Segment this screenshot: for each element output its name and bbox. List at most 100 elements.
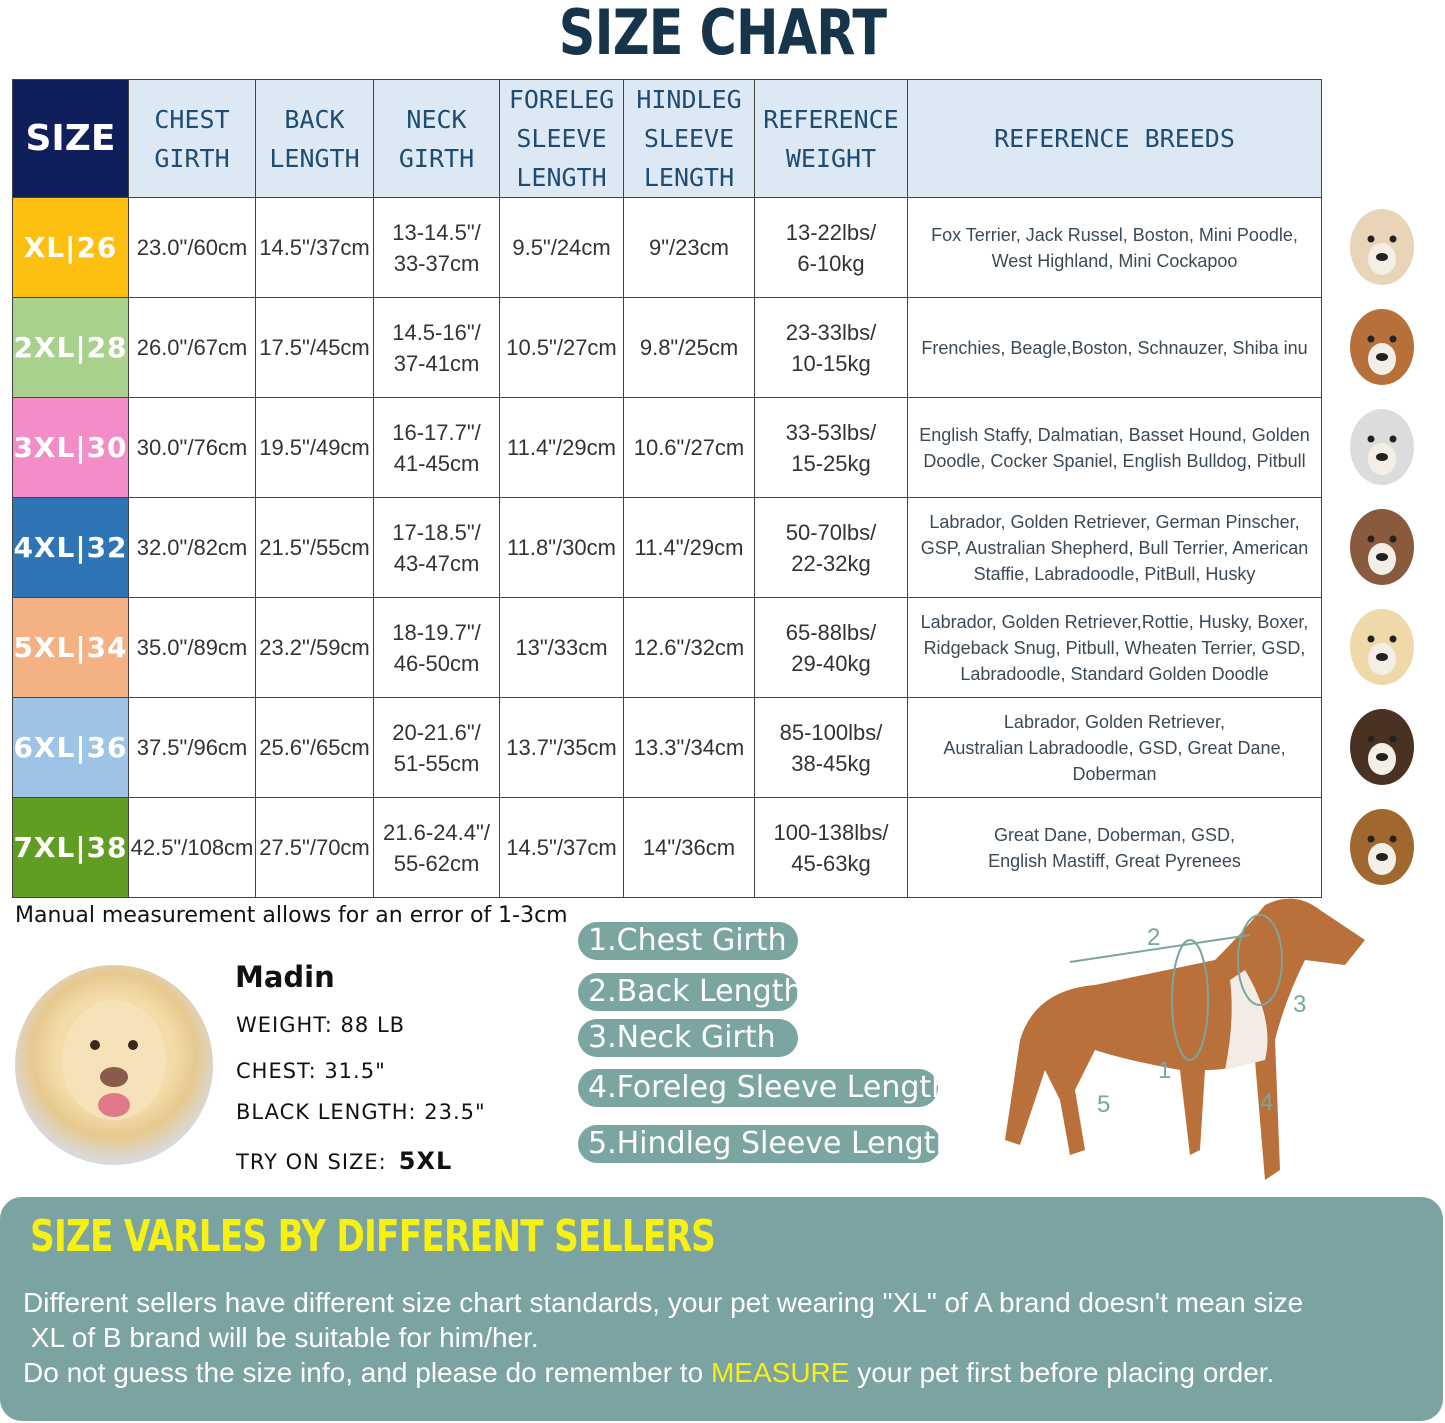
measure-highlight: MEASURE	[710, 1357, 850, 1388]
column-header: SIZE	[12, 79, 129, 198]
try-on-value: 5XL	[398, 1147, 453, 1175]
column-header: HINDLEG SLEEVE LENGTH	[623, 79, 755, 198]
table-row: XL|26 23.0"/60cm 14.5"/37cm 13-14.5"/ 33-37…	[12, 197, 1322, 298]
foreleg-cell: 11.8"/30cm	[499, 497, 624, 598]
example-weight: WEIGHT: 88 LB	[236, 1013, 406, 1037]
back-length-cell: 17.5"/45cm	[255, 297, 374, 398]
foreleg-cell: 13.7"/35cm	[499, 697, 624, 798]
breeds-cell: Labrador, Golden Retriever, German Pinsc…	[907, 497, 1322, 598]
hindleg-cell: 13.3"/34cm	[623, 697, 755, 798]
measurement-back-length: 2.Back Length	[578, 973, 802, 1011]
neck-girth-cell: 14.5-16"/ 37-41cm	[373, 297, 500, 398]
size-cell: 4XL|32	[12, 497, 129, 598]
measurement-diagram-dog: 2 3 1 4 5	[1005, 898, 1365, 1180]
column-header: NECK GIRTH	[373, 79, 500, 198]
table-row: 3XL|30 30.0"/76cm 19.5"/49cm 16-17.7"/ 41-4…	[12, 397, 1322, 498]
neck-girth-cell: 17-18.5"/ 43-47cm	[373, 497, 500, 598]
diagram-label-2: 2	[1147, 924, 1160, 951]
chest-girth-cell: 23.0"/60cm	[128, 197, 256, 298]
breed-dog-photo	[1335, 297, 1429, 391]
measurement-foreleg-sleeve: 4.Foreleg Sleeve Length	[578, 1069, 950, 1107]
back-length-cell: 19.5"/49cm	[255, 397, 374, 498]
column-header: BACK LENGTH	[255, 79, 374, 198]
banner-line-2: XL of B brand will be suitable for him/h…	[23, 1322, 539, 1353]
foreleg-cell: 9.5"/24cm	[499, 197, 624, 298]
banner-line-3: Do not guess the size info, and please d…	[23, 1355, 1443, 1390]
banner-line-3a: Do not guess the size info, and please d…	[23, 1357, 711, 1388]
diagram-label-3: 3	[1293, 991, 1306, 1018]
chest-girth-cell: 26.0"/67cm	[128, 297, 256, 398]
breeds-cell: Frenchies, Beagle,Boston, Schnauzer, Shi…	[907, 297, 1322, 398]
example-try-on-size: TRY ON SIZE: 5XL	[236, 1147, 452, 1175]
chest-girth-cell: 32.0"/82cm	[128, 497, 256, 598]
neck-girth-cell: 16-17.7"/ 41-45cm	[373, 397, 500, 498]
chest-girth-cell: 37.5"/96cm	[128, 697, 256, 798]
weight-cell: 13-22lbs/ 6-10kg	[754, 197, 908, 298]
example-dog-name: Madin	[235, 960, 335, 994]
header-row: SIZE CHEST GIRTH BACK LENGTH NECK GIRTH FORE…	[12, 79, 1322, 198]
banner-line-3b: your pet first before placing order.	[849, 1357, 1275, 1388]
neck-girth-cell: 20-21.6"/ 51-55cm	[373, 697, 500, 798]
breed-dog-photo	[1335, 697, 1429, 791]
foreleg-cell: 14.5"/37cm	[499, 797, 624, 898]
foreleg-cell: 13"/33cm	[499, 597, 624, 698]
column-header: REFERENCE BREEDS	[907, 79, 1322, 198]
size-cell: XL|26	[12, 197, 129, 298]
weight-cell: 50-70lbs/ 22-32kg	[754, 497, 908, 598]
hindleg-cell: 9"/23cm	[623, 197, 755, 298]
seller-warning-banner: SIZE VARLES BY DIFFERENT SELLERS Differe…	[0, 1197, 1443, 1421]
neck-girth-cell: 21.6-24.4"/ 55-62cm	[373, 797, 500, 898]
size-table: SIZE CHEST GIRTH BACK LENGTH NECK GIRTH FORE…	[12, 79, 1322, 898]
banner-text: Different sellers have different size ch…	[23, 1285, 1443, 1390]
diagram-label-1: 1	[1158, 1057, 1171, 1084]
measurement-hindleg-sleeve: 5.Hindleg Sleeve Length	[578, 1125, 954, 1163]
banner-line-1: Different sellers have different size ch…	[23, 1287, 1304, 1318]
column-header: FORELEG SLEEVE LENGTH	[499, 79, 624, 198]
measurement-note: Manual measurement allows for an error o…	[15, 903, 568, 928]
chest-girth-cell: 42.5"/108cm	[128, 797, 256, 898]
column-header: CHEST GIRTH	[128, 79, 256, 198]
size-cell: 3XL|30	[12, 397, 129, 498]
diagram-label-5: 5	[1097, 1091, 1110, 1118]
banner-title: SIZE VARLES BY DIFFERENT SELLERS	[30, 1211, 716, 1262]
back-length-cell: 25.6"/65cm	[255, 697, 374, 798]
back-length-cell: 21.5"/55cm	[255, 497, 374, 598]
weight-cell: 23-33lbs/ 10-15kg	[754, 297, 908, 398]
example-dog-photo	[15, 965, 213, 1165]
diagram-label-4: 4	[1260, 1089, 1273, 1116]
hindleg-cell: 12.6"/32cm	[623, 597, 755, 698]
breeds-cell: Fox Terrier, Jack Russel, Boston, Mini P…	[907, 197, 1322, 298]
breed-dog-photo	[1335, 797, 1429, 891]
breeds-cell: English Staffy, Dalmatian, Basset Hound,…	[907, 397, 1322, 498]
neck-girth-cell: 18-19.7"/ 46-50cm	[373, 597, 500, 698]
weight-cell: 65-88lbs/ 29-40kg	[754, 597, 908, 698]
breed-dog-photo	[1335, 397, 1429, 491]
column-header: REFERENCE WEIGHT	[754, 79, 908, 198]
breed-dog-photo	[1335, 197, 1429, 291]
size-cell: 7XL|38	[12, 797, 129, 898]
size-cell: 2XL|28	[12, 297, 129, 398]
breeds-cell: Labrador, Golden Retriever, Australian L…	[907, 697, 1322, 798]
size-cell: 6XL|36	[12, 697, 129, 798]
measurement-chest-girth: 1.Chest Girth	[578, 922, 798, 960]
breeds-cell: Great Dane, Doberman, GSD, English Masti…	[907, 797, 1322, 898]
table-row: 5XL|34 35.0"/89cm 23.2"/59cm 18-19.7"/ 46-5…	[12, 597, 1322, 698]
back-length-cell: 14.5"/37cm	[255, 197, 374, 298]
foreleg-cell: 11.4"/29cm	[499, 397, 624, 498]
hindleg-cell: 10.6"/27cm	[623, 397, 755, 498]
breed-dog-photo	[1335, 497, 1429, 591]
chest-girth-cell: 30.0"/76cm	[128, 397, 256, 498]
table-row: 6XL|36 37.5"/96cm 25.6"/65cm 20-21.6"/ 51-5…	[12, 697, 1322, 798]
weight-cell: 85-100lbs/ 38-45kg	[754, 697, 908, 798]
try-on-label: TRY ON SIZE:	[236, 1150, 387, 1174]
example-chest: CHEST: 31.5"	[236, 1059, 386, 1083]
size-cell: 5XL|34	[12, 597, 129, 698]
foreleg-cell: 10.5"/27cm	[499, 297, 624, 398]
page-title: SIZE CHART	[558, 0, 887, 69]
weight-cell: 33-53lbs/ 15-25kg	[754, 397, 908, 498]
table-row: 7XL|38 42.5"/108cm 27.5"/70cm 21.6-24.4"/ 5…	[12, 797, 1322, 898]
hindleg-cell: 9.8"/25cm	[623, 297, 755, 398]
weight-cell: 100-138lbs/ 45-63kg	[754, 797, 908, 898]
breed-dog-photo	[1335, 597, 1429, 691]
hindleg-cell: 11.4"/29cm	[623, 497, 755, 598]
